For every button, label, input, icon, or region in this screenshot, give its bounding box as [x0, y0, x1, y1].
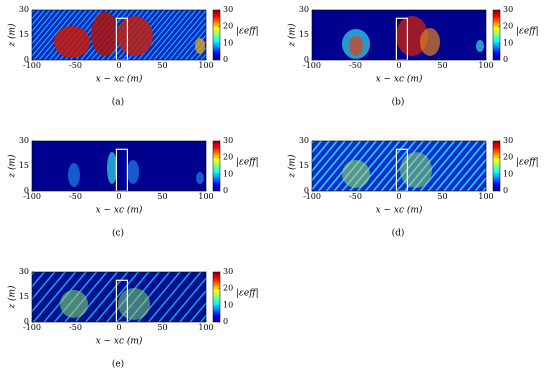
- colorbar-tick-label: 30: [503, 5, 513, 14]
- colorbar: [212, 140, 221, 192]
- x-tick-label: 0: [116, 61, 121, 70]
- x-tick-label: 50: [437, 61, 447, 70]
- colorbar-tick-label: 20: [223, 284, 233, 293]
- x-tick-label: 0: [116, 323, 121, 332]
- x-tick-label: 100: [198, 192, 213, 201]
- colorbar-tick-label: 30: [223, 136, 233, 145]
- y-tick-label: 15: [19, 30, 29, 39]
- caption: (c): [112, 228, 124, 239]
- y-tick-label: 30: [299, 5, 309, 14]
- x-tick-label: 100: [198, 323, 213, 332]
- x-tick-label: 100: [478, 192, 493, 201]
- y-tick-label: 0: [24, 55, 29, 64]
- y-tick-label: 30: [19, 267, 29, 276]
- y-axis-label: z (m): [287, 154, 298, 179]
- x-tick-label: -50: [349, 61, 362, 70]
- x-tick-label: -100: [23, 61, 41, 70]
- colorbar: [492, 140, 501, 192]
- x-tick-label: 100: [198, 61, 213, 70]
- heatmap-image: [312, 10, 486, 61]
- x-tick-label: 0: [396, 61, 401, 70]
- colorbar-tick-label: 0: [223, 55, 228, 64]
- colorbar-tick-label: 30: [503, 136, 513, 145]
- colorbar-tick-label: 20: [503, 22, 513, 31]
- colorbar-tick-label: 0: [503, 55, 508, 64]
- x-tick-label: -100: [23, 192, 41, 201]
- x-tick-label: -50: [349, 192, 362, 201]
- heatmap-image: [312, 141, 486, 192]
- y-tick-label: 30: [19, 5, 29, 14]
- caption: (d): [392, 228, 405, 239]
- x-tick-label: -50: [69, 61, 82, 70]
- colorbar-label: |εeff|: [236, 289, 259, 299]
- x-tick-label: -100: [303, 192, 321, 201]
- x-tick-label: -50: [69, 323, 82, 332]
- y-axis-label: z (m): [7, 285, 18, 310]
- colorbar-tick-label: 10: [223, 300, 233, 309]
- x-axis-label: x − xc (m): [96, 205, 143, 216]
- y-tick-label: 30: [19, 136, 29, 145]
- colorbar-label: |εeff|: [516, 158, 539, 168]
- x-axis-label: x − xc (m): [96, 336, 143, 347]
- colorbar-tick-label: 10: [503, 169, 513, 178]
- caption: (a): [112, 97, 124, 108]
- y-axis-label: z (m): [287, 23, 298, 48]
- y-tick-label: 15: [299, 161, 309, 170]
- x-tick-label: -100: [303, 61, 321, 70]
- y-axis-label: z (m): [7, 23, 18, 48]
- colorbar-tick-label: 10: [223, 169, 233, 178]
- x-axis-label: x − xc (m): [96, 74, 143, 85]
- x-tick-label: 0: [396, 192, 401, 201]
- x-tick-label: 50: [157, 61, 167, 70]
- colorbar-label: |εeff|: [236, 27, 259, 37]
- caption: (b): [392, 97, 405, 108]
- heatmap-image: [32, 141, 206, 192]
- y-tick-label: 30: [299, 136, 309, 145]
- x-axis-label: x − xc (m): [376, 205, 423, 216]
- y-tick-label: 15: [19, 161, 29, 170]
- y-tick-label: 15: [299, 30, 309, 39]
- colorbar-tick-label: 30: [223, 267, 233, 276]
- y-tick-label: 0: [24, 317, 29, 326]
- heatmap-image: [32, 10, 206, 61]
- y-tick-label: 0: [304, 186, 309, 195]
- x-tick-label: 0: [116, 192, 121, 201]
- x-tick-label: 50: [437, 192, 447, 201]
- colorbar-tick-label: 30: [223, 5, 233, 14]
- colorbar-tick-label: 20: [503, 153, 513, 162]
- x-tick-label: -100: [23, 323, 41, 332]
- y-tick-label: 15: [19, 292, 29, 301]
- caption: (e): [112, 359, 124, 370]
- colorbar-tick-label: 20: [223, 153, 233, 162]
- colorbar-label: |εeff|: [516, 27, 539, 37]
- x-axis-label: x − xc (m): [376, 74, 423, 85]
- x-tick-label: 100: [478, 61, 493, 70]
- colorbar-tick-label: 0: [223, 317, 228, 326]
- colorbar-tick-label: 0: [223, 186, 228, 195]
- x-tick-label: 50: [157, 323, 167, 332]
- colorbar: [492, 9, 501, 61]
- colorbar-tick-label: 20: [223, 22, 233, 31]
- heatmap-image: [32, 272, 206, 323]
- x-tick-label: -50: [69, 192, 82, 201]
- y-tick-label: 0: [304, 55, 309, 64]
- y-axis-label: z (m): [7, 154, 18, 179]
- x-tick-label: 50: [157, 192, 167, 201]
- colorbar: [212, 271, 221, 323]
- colorbar-tick-label: 10: [223, 38, 233, 47]
- colorbar-label: |εeff|: [236, 158, 259, 168]
- colorbar-tick-label: 10: [503, 38, 513, 47]
- colorbar: [212, 9, 221, 61]
- y-tick-label: 0: [24, 186, 29, 195]
- colorbar-tick-label: 0: [503, 186, 508, 195]
